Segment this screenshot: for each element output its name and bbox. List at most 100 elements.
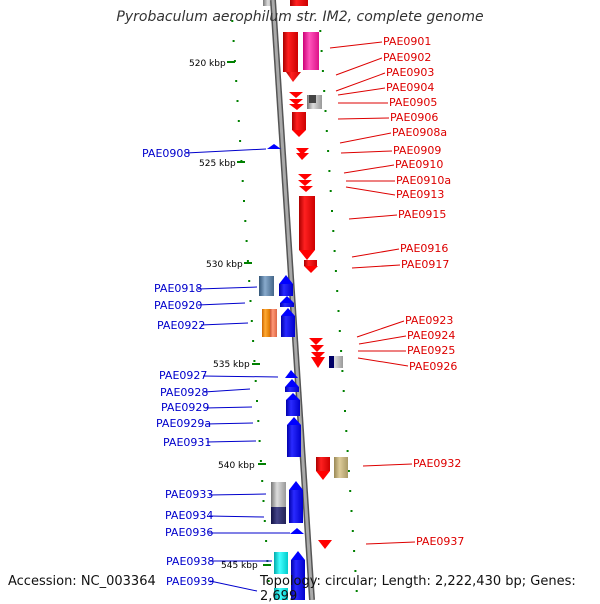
label-pae0910[interactable]: PAE0910: [395, 158, 443, 171]
label-pae0922[interactable]: PAE0922: [157, 319, 205, 332]
gene-pae0908[interactable]: [267, 144, 281, 149]
label-pae0938[interactable]: PAE0938: [166, 555, 214, 568]
gene-pae0939[interactable]: [291, 560, 305, 600]
gene-pae0920[interactable]: [280, 296, 294, 303]
tick-dot: [262, 500, 265, 502]
gene-pae0924[interactable]: [310, 345, 324, 352]
tick-dot: [349, 490, 352, 492]
label-pae0908[interactable]: PAE0908: [142, 147, 190, 160]
label-pae0917[interactable]: PAE0917: [401, 258, 449, 271]
gene-pae0929[interactable]: [286, 393, 300, 400]
label-pae0901[interactable]: PAE0901: [383, 35, 431, 48]
gene-pae0922[interactable]: [262, 309, 270, 337]
gene-pae0902-arrow[interactable]: [286, 72, 301, 82]
forward-genes: [283, 32, 348, 549]
label-pae0918[interactable]: PAE0918: [154, 282, 202, 295]
label-pae0933[interactable]: PAE0933: [165, 488, 213, 501]
label-pae0936[interactable]: PAE0936: [165, 526, 213, 539]
label-pae0929[interactable]: PAE0929: [161, 401, 209, 414]
tick-dot: [245, 240, 248, 242]
tick-dot: [336, 290, 339, 292]
label-pae0902[interactable]: PAE0902: [383, 51, 431, 64]
tick-dot: [351, 530, 354, 532]
label-pae0923[interactable]: PAE0923: [405, 314, 453, 327]
label-pae0909[interactable]: PAE0909: [393, 144, 441, 157]
gene-pae0903[interactable]: [303, 32, 319, 70]
label-pae0916[interactable]: PAE0916: [400, 242, 448, 255]
right-labels: PAE0901 PAE0902 PAE0903 PAE0904 PAE0905 …: [329, 35, 464, 548]
label-pae0910a[interactable]: PAE0910a: [396, 174, 451, 187]
tick-dot: [319, 30, 322, 32]
gene-pae0917[interactable]: [304, 260, 317, 266]
tick-dot: [353, 550, 356, 552]
label-pae0908a[interactable]: PAE0908a: [392, 126, 447, 139]
tick-dot: [236, 100, 239, 102]
gene-pae0934[interactable]: [271, 507, 286, 524]
gene-pae0909[interactable]: [296, 148, 309, 155]
label-pae0903[interactable]: PAE0903: [386, 66, 434, 79]
tick-dot: [246, 260, 249, 262]
tick-dot: [261, 480, 264, 482]
label-pae0913[interactable]: PAE0913: [396, 188, 444, 201]
gene-pae0925[interactable]: [311, 357, 325, 368]
kbp-label-545: 545 kbp: [221, 561, 258, 571]
gene-pae0906[interactable]: [292, 112, 306, 130]
gene-pae0927[interactable]: [285, 370, 298, 378]
tick-dot: [344, 410, 346, 412]
gene-pae0936[interactable]: [290, 528, 304, 534]
label-pae0931[interactable]: PAE0931: [163, 436, 211, 449]
gene-pae0910[interactable]: [298, 174, 312, 180]
gene-pae0901[interactable]: [283, 32, 298, 72]
label-pae0937[interactable]: PAE0937: [416, 535, 464, 548]
label-pae0939[interactable]: PAE0939: [166, 575, 214, 588]
label-pae0925[interactable]: PAE0925: [407, 344, 455, 357]
label-pae0926[interactable]: PAE0926: [409, 360, 457, 373]
tick-dot: [254, 380, 257, 382]
gene-pae0918[interactable]: [259, 276, 274, 296]
gene-pae0937[interactable]: [318, 540, 332, 549]
tick-dot: [345, 430, 348, 432]
gene-pae0931[interactable]: [287, 425, 301, 457]
tick-dot: [337, 310, 340, 312]
gene-pae0915[interactable]: [299, 196, 315, 250]
label-pae0934[interactable]: PAE0934: [165, 509, 213, 522]
gene-pae0932[interactable]: [316, 457, 330, 471]
gene-pae0923[interactable]: [309, 338, 323, 345]
label-pae0904[interactable]: PAE0904: [386, 81, 434, 94]
tick-dot: [355, 590, 358, 592]
kbp-label-535: 535 kbp: [213, 360, 250, 370]
label-pae0905[interactable]: PAE0905: [389, 96, 437, 109]
kbp-label-530: 530 kbp: [206, 260, 243, 270]
tick-dot: [328, 170, 331, 172]
label-pae0915[interactable]: PAE0915: [398, 208, 446, 221]
gene-pae0928[interactable]: [285, 379, 299, 387]
gene-pae0929a[interactable]: [287, 417, 301, 425]
label-pae0932[interactable]: PAE0932: [413, 457, 461, 470]
tick-dot: [265, 540, 268, 542]
label-pae0906[interactable]: PAE0906: [390, 111, 438, 124]
tick-dot: [231, 20, 234, 22]
kbp-label-520: 520 kbp: [189, 59, 226, 69]
tick-dot: [354, 570, 357, 572]
tick-dot: [331, 210, 333, 212]
kbp-label-540: 540 kbp: [218, 461, 255, 471]
tick-dot: [346, 450, 349, 452]
tick-dot: [325, 130, 328, 132]
tick-dot: [333, 250, 336, 252]
label-pae0920[interactable]: PAE0920: [154, 299, 202, 312]
gene-pae0904[interactable]: [289, 92, 303, 98]
tick-dot: [321, 70, 324, 72]
tick-dot: [342, 390, 345, 392]
label-pae0928[interactable]: PAE0928: [160, 386, 208, 399]
label-pae0927[interactable]: PAE0927: [159, 369, 207, 382]
tick-dot: [243, 200, 245, 202]
gene-pae0938[interactable]: [274, 552, 288, 574]
tick-dot: [244, 220, 247, 222]
tick-dot: [258, 440, 261, 442]
gene-pae0910a[interactable]: [299, 186, 313, 192]
gene-pae0933[interactable]: [271, 482, 286, 507]
tick-dot: [323, 90, 326, 92]
label-pae0929a[interactable]: PAE0929a: [156, 417, 211, 430]
label-pae0924[interactable]: PAE0924: [407, 329, 455, 342]
